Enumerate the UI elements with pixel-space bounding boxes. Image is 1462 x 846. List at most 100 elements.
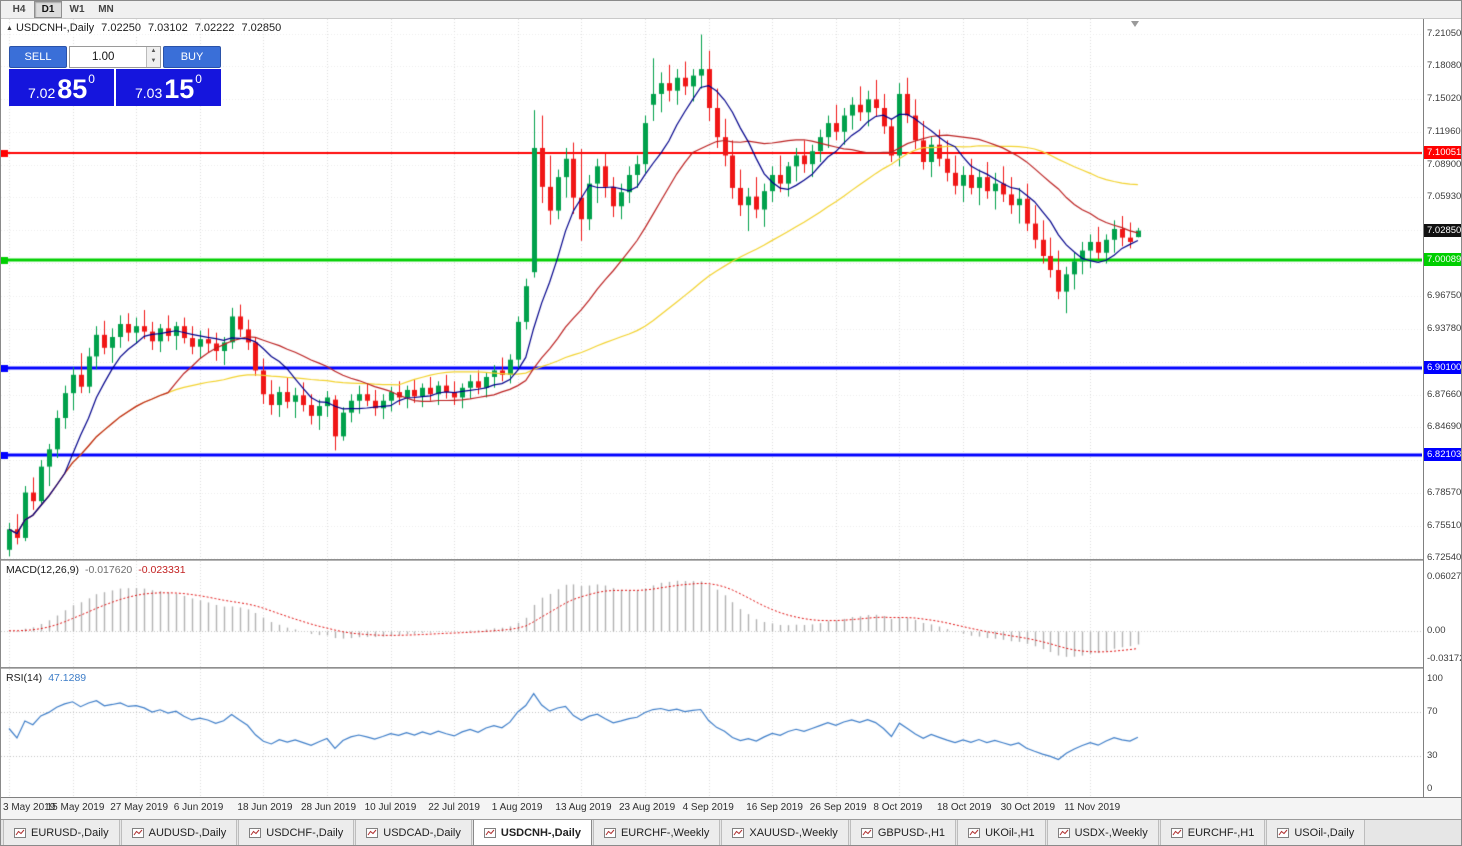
chart-tab-audusd-daily[interactable]: AUDUSD-,Daily [120, 820, 238, 845]
chart-tab-label: USDCAD-,Daily [383, 827, 461, 839]
current-price-tag: 7.02850 [1424, 223, 1461, 237]
macd-title: MACD(12,26,9) [6, 564, 79, 576]
date-label: 23 Aug 2019 [619, 802, 676, 813]
date-label: 22 Jul 2019 [428, 802, 480, 813]
rsi-title: RSI(14) [6, 672, 43, 684]
macd-header: MACD(12,26,9) -0.017620 -0.023331 [6, 564, 186, 576]
buy-point: 0 [195, 72, 202, 86]
macd-scale-label: 0.060273 [1427, 571, 1462, 582]
chart-tab-gbpusd-h1[interactable]: GBPUSD-,H1 [849, 820, 957, 845]
rsi-header: RSI(14) 47.1289 [6, 672, 86, 684]
price-tick-label: 7.18080 [1427, 60, 1462, 72]
price-axis[interactable]: 7.21050 7.18080 7.15020 7.11960 7.08900 7.059… [1423, 19, 1462, 797]
chart-tab-icon [131, 828, 144, 838]
macd-indicator-canvas[interactable] [1, 561, 1422, 667]
period-button-h4[interactable]: H4 [5, 1, 33, 18]
hline-price-tag: 7.00089 [1424, 253, 1461, 267]
price-tick-label: 6.84690 [1427, 420, 1462, 432]
volume-value[interactable]: 1.00 [92, 51, 115, 63]
period-button-mn[interactable]: MN [92, 1, 120, 18]
chart-tab-usdchf-daily[interactable]: USDCHF-,Daily [238, 820, 355, 845]
rsi-scale-label: 0 [1427, 783, 1433, 794]
macd-signal-value: -0.023331 [138, 564, 186, 576]
sell-point: 0 [88, 72, 95, 86]
ohlc-high: 7.03102 [147, 22, 188, 34]
volume-down-icon[interactable]: ▼ [147, 57, 160, 67]
price-tick-label: 7.11960 [1427, 126, 1461, 138]
buy-pips: 15 [164, 74, 195, 104]
pane-separator[interactable] [1, 559, 1461, 561]
date-label: 28 Jun 2019 [301, 802, 357, 813]
chart-tab-usoil-daily[interactable]: USOil-,Daily [1266, 820, 1366, 845]
rsi-indicator-canvas[interactable] [1, 669, 1422, 797]
date-label: 16 Sep 2019 [746, 802, 803, 813]
rsi-scale-label: 70 [1427, 706, 1438, 717]
timeframe-toolbar: H4 D1 W1 MN [1, 1, 1461, 19]
price-tick-label: 7.21050 [1427, 28, 1462, 39]
date-label: 30 Oct 2019 [1000, 802, 1056, 813]
chart-symbol-icon: ▲ [6, 25, 13, 32]
one-click-trading-panel: SELL 1.00 ▲ ▼ BUY 7.02 85 0 7.03 15 0 [9, 46, 221, 106]
buy-big-figure: 7.03 [135, 85, 163, 101]
chart-tab-ukoil-h1[interactable]: UKOil-,H1 [957, 820, 1046, 845]
ohlc-open: 7.02250 [101, 22, 141, 34]
chart-tab-usdcad-daily[interactable]: USDCAD-,Daily [355, 820, 472, 845]
price-tick-label: 6.72540 [1427, 552, 1462, 563]
ohlc-close: 7.02850 [241, 22, 282, 34]
chart-tab-label: AUDUSD-,Daily [148, 827, 227, 839]
chart-tab-eurchf-weekly[interactable]: EURCHF-,Weekly [592, 820, 721, 845]
rsi-value: 47.1289 [48, 672, 87, 684]
date-label: 27 May 2019 [110, 802, 169, 813]
sell-price-display[interactable]: 7.02 85 0 [9, 69, 114, 106]
chart-tab-icon [860, 828, 873, 838]
macd-scale-label: 0.00 [1427, 624, 1446, 636]
date-label: 18 Oct 2019 [937, 802, 992, 813]
chart-tab-icon [366, 828, 379, 838]
date-label: 1 Aug 2019 [491, 802, 543, 813]
macd-value: -0.017620 [84, 564, 133, 576]
rsi-scale-label: 30 [1427, 750, 1438, 761]
chart-ohlc-header: ▲ USDCNH-,Daily 7.02250 7.03102 7.02222 7.028… [6, 22, 281, 34]
chart-tab-label: GBPUSD-,H1 [877, 827, 946, 839]
price-tick-label: 7.15020 [1427, 93, 1462, 105]
chart-tab-eurchf-h1[interactable]: EURCHF-,H1 [1159, 820, 1266, 845]
sell-big-figure: 7.02 [28, 85, 56, 101]
volume-up-icon[interactable]: ▲ [147, 47, 160, 57]
buy-button[interactable]: BUY [163, 46, 221, 68]
sell-button[interactable]: SELL [9, 46, 67, 68]
price-tick-label: 7.05930 [1427, 191, 1462, 203]
chart-tab-icon [483, 828, 496, 838]
chart-tab-icon [249, 828, 262, 838]
chart-tab-label: EURUSD-,Daily [31, 827, 109, 839]
chart-tab-usdx-weekly[interactable]: USDX-,Weekly [1046, 820, 1159, 845]
period-button-w1[interactable]: W1 [63, 1, 91, 18]
buy-price-display[interactable]: 7.03 15 0 [116, 69, 221, 106]
chart-tab-eurusd-daily[interactable]: EURUSD-,Daily [3, 820, 120, 845]
volume-input[interactable]: 1.00 ▲ ▼ [69, 46, 161, 68]
price-tick-label: 6.96750 [1427, 290, 1462, 302]
price-tick-label: 6.75510 [1427, 519, 1462, 531]
pane-separator[interactable] [1, 667, 1461, 669]
chart-tab-icon [732, 828, 745, 838]
date-label: 8 Oct 2019 [873, 802, 923, 813]
chart-tab-label: USOil-,Daily [1294, 827, 1355, 839]
date-label: 10 Jul 2019 [364, 802, 417, 813]
price-tick-label: 6.78570 [1427, 486, 1462, 498]
chart-tab-xauusd-weekly[interactable]: XAUUSD-,Weekly [721, 820, 849, 845]
chart-window: ▲ USDCNH-,Daily 7.02250 7.03102 7.02222 7.028… [1, 19, 1462, 819]
chart-tab-label: XAUUSD-,Weekly [749, 827, 838, 839]
date-label: 26 Sep 2019 [809, 802, 867, 813]
chart-tab-icon [968, 828, 981, 838]
date-label: 11 Nov 2019 [1064, 802, 1121, 813]
sell-pips: 85 [57, 74, 88, 104]
chart-tab-usdcnh-daily[interactable]: USDCNH-,Daily [472, 820, 592, 845]
date-label: 13 Aug 2019 [555, 802, 612, 813]
chart-tab-label: USDCNH-,Daily [500, 827, 581, 839]
chart-shift-marker-icon [1131, 21, 1139, 27]
chart-tab-label: EURCHF-,H1 [1187, 827, 1255, 839]
chart-title: USDCNH-,Daily [15, 22, 95, 34]
main-chart-canvas[interactable] [1, 19, 1422, 559]
time-axis[interactable]: 3 May 2019 15 May 2019 27 May 2019 6 Jun 20… [1, 797, 1461, 819]
period-button-d1[interactable]: D1 [34, 1, 62, 18]
rsi-scale-label: 100 [1427, 673, 1443, 684]
